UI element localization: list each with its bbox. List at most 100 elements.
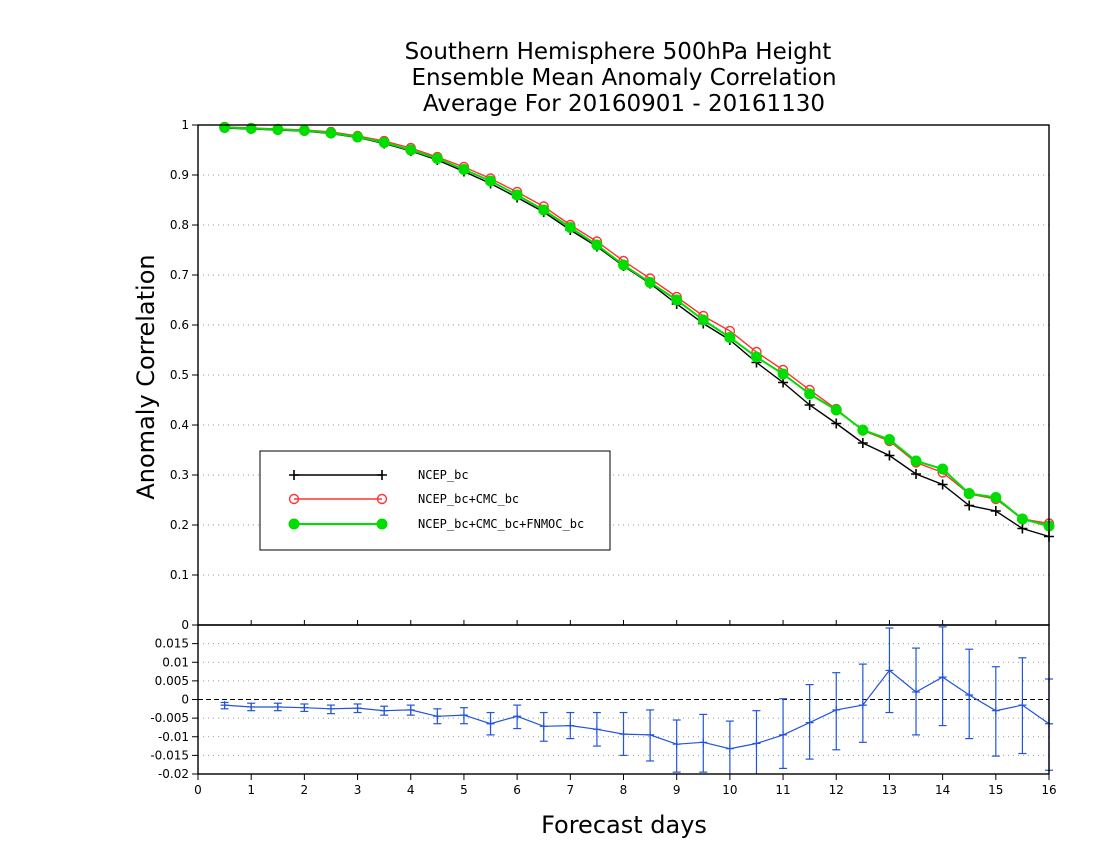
x-tick-label: 4 — [407, 783, 415, 797]
x-tick-label: 11 — [775, 783, 790, 797]
x-tick-label: 12 — [829, 783, 844, 797]
legend-marker — [376, 493, 388, 505]
x-tick-label: 8 — [620, 783, 628, 797]
chart-title: Southern Hemisphere 500hPa Height Ensemb… — [405, 39, 837, 117]
difference-point — [326, 704, 335, 713]
data-point-2 — [219, 122, 231, 133]
x-axis-ticks: 0 1 2 3 4 5 6 7 8 9 10 11 12 13 14 15 16 — [194, 620, 1057, 797]
upper-y-tick-label: 0.1 — [170, 568, 189, 582]
x-tick-label: 2 — [301, 783, 309, 797]
data-point-2 — [857, 424, 869, 436]
data-point-2 — [272, 124, 284, 135]
difference-point — [247, 702, 256, 711]
difference-point — [885, 666, 894, 675]
data-point-2 — [511, 189, 523, 201]
lower-y-tick-label: 0.015 — [155, 637, 189, 651]
data-point-2 — [352, 131, 364, 143]
data-point-2 — [325, 127, 337, 139]
lower-y-tick-label: -0.005 — [150, 711, 189, 725]
data-point-2 — [750, 351, 762, 363]
difference-point — [858, 701, 867, 710]
x-tick-label: 3 — [354, 783, 362, 797]
data-point-2 — [883, 434, 895, 445]
difference-point — [220, 701, 229, 710]
difference-point — [646, 730, 655, 739]
difference-point — [699, 738, 708, 747]
data-point-2 — [830, 404, 842, 416]
difference-point — [486, 719, 495, 728]
data-point-2 — [724, 332, 736, 343]
legend-box — [259, 450, 611, 551]
upper-gridlines — [198, 174, 1049, 576]
upper-y-tick-label: 1 — [181, 118, 189, 132]
data-point-2 — [564, 222, 576, 233]
upper-y-ticks: 0.1 0.2 0.3 0.4 0.5 0.6 0.7 0.8 0.9 1 — [170, 118, 198, 582]
difference-point — [433, 712, 442, 721]
lower-y-tick-label: 0.005 — [155, 674, 189, 688]
data-point-2 — [245, 123, 257, 134]
data-point-2 — [298, 125, 310, 136]
upper-y-tick-label: 0.2 — [170, 518, 189, 532]
data-point-0 — [937, 479, 948, 490]
difference-point — [539, 722, 548, 731]
difference-point — [566, 721, 575, 730]
difference-point — [380, 706, 389, 715]
x-tick-label: 10 — [722, 783, 737, 797]
data-point-0 — [857, 438, 868, 448]
difference-point — [725, 744, 734, 753]
x-tick-label: 7 — [566, 783, 574, 797]
upper-y-tick-label: 0.3 — [170, 468, 189, 482]
legend-entries: NCEP_bc NCEP_bc+CMC_bc NCEP_bc+CMC_bc+FNMO… — [288, 468, 584, 531]
lower-y-tick-label: 0 — [181, 693, 189, 707]
x-tick-label: 14 — [935, 783, 950, 797]
data-point-2 — [804, 388, 816, 400]
difference-point — [991, 706, 1000, 715]
data-point-2 — [458, 164, 470, 175]
difference-point — [938, 673, 947, 682]
legend: NCEP_bc NCEP_bc+CMC_bc NCEP_bc+CMC_bc+FNMO… — [259, 450, 611, 551]
difference-point — [779, 730, 788, 739]
legend-label: NCEP_bc+CMC_bc — [418, 492, 519, 506]
x-tick-label: 15 — [988, 783, 1003, 797]
lower-y-tick-label: 0 — [181, 618, 189, 632]
difference-point — [273, 702, 282, 711]
difference-point — [619, 730, 628, 739]
title-line-2: Ensemble Mean Anomaly Correlation — [411, 65, 836, 91]
data-point-2 — [937, 463, 949, 475]
upper-y-tick-label: 0.9 — [170, 168, 189, 182]
legend-marker — [288, 493, 300, 505]
data-point-2 — [1016, 513, 1028, 525]
x-tick-label: 9 — [673, 783, 681, 797]
lower-y-tick-label: -0.015 — [150, 748, 189, 762]
data-point-2 — [591, 239, 603, 251]
x-tick-label: 6 — [513, 783, 521, 797]
legend-marker — [376, 518, 388, 530]
data-point-2 — [990, 492, 1002, 503]
difference-point — [672, 740, 681, 749]
data-point-0 — [831, 418, 842, 429]
x-tick-label: 1 — [247, 783, 255, 797]
difference-point — [459, 711, 468, 720]
x-axis-label: Forecast days — [541, 811, 707, 839]
x-tick-label: 5 — [460, 783, 468, 797]
data-point-0 — [911, 469, 922, 479]
data-point-2 — [777, 368, 789, 380]
lower-y-tick-label: 0.01 — [162, 655, 189, 669]
legend-marker — [377, 470, 387, 480]
difference-point — [965, 691, 974, 700]
lower-y-ticks: -0.02 -0.015 -0.01 -0.005 0 0.005 0.01 0.015 0 — [150, 618, 198, 781]
legend-label: NCEP_bc — [418, 468, 469, 482]
difference-point — [832, 705, 841, 714]
data-point-2 — [910, 455, 922, 467]
upper-y-tick-label: 0.5 — [170, 368, 189, 382]
difference-point — [805, 718, 814, 727]
data-point-0 — [804, 400, 815, 410]
upper-y-tick-label: 0.4 — [170, 418, 189, 432]
x-tick-label: 16 — [1041, 783, 1056, 797]
difference-point — [752, 739, 761, 748]
data-point-2 — [697, 314, 709, 326]
data-point-2 — [963, 488, 975, 499]
x-tick-label: 0 — [194, 783, 202, 797]
data-point-2 — [618, 259, 629, 271]
